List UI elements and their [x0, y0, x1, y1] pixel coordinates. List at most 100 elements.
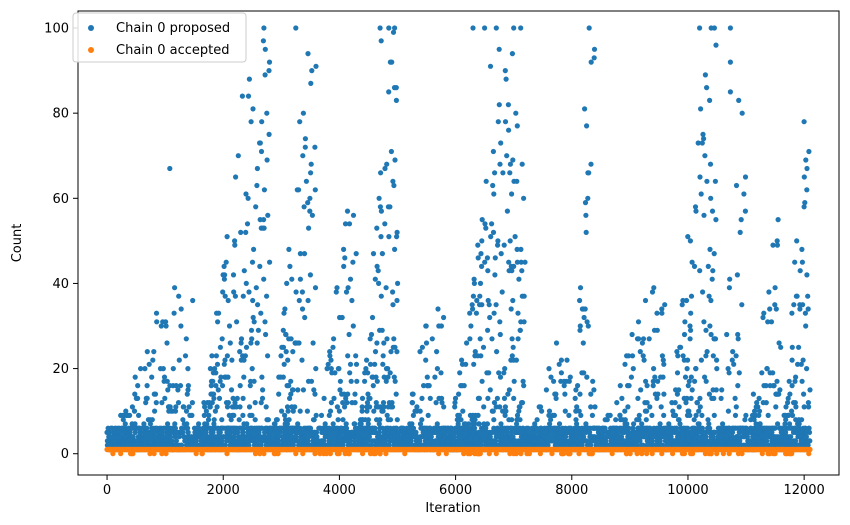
proposed-point: [509, 417, 515, 423]
proposed-point: [417, 408, 423, 414]
proposed-point: [651, 366, 657, 372]
proposed-point: [330, 442, 336, 448]
proposed-point: [375, 268, 381, 274]
proposed-point: [773, 404, 779, 410]
proposed-point: [585, 195, 591, 201]
proposed-point: [123, 408, 129, 414]
proposed-point: [677, 421, 683, 427]
proposed-point: [650, 383, 656, 389]
proposed-point: [789, 357, 795, 363]
proposed-point: [259, 374, 265, 380]
proposed-point: [576, 425, 582, 431]
proposed-point: [506, 387, 512, 393]
proposed-point: [132, 429, 138, 435]
proposed-point: [425, 429, 432, 435]
proposed-point: [683, 400, 689, 406]
proposed-point: [577, 327, 583, 333]
proposed-point: [624, 421, 630, 427]
proposed-point: [234, 319, 240, 325]
proposed-point: [452, 400, 458, 406]
proposed-point: [141, 421, 147, 427]
proposed-point: [471, 280, 477, 286]
proposed-point: [143, 400, 149, 406]
proposed-point: [706, 391, 713, 397]
proposed-point: [513, 357, 520, 363]
proposed-point: [264, 157, 270, 163]
proposed-point: [115, 425, 121, 431]
proposed-point: [178, 323, 184, 329]
proposed-point: [732, 395, 738, 401]
proposed-point: [364, 357, 370, 363]
proposed-point: [392, 246, 398, 252]
proposed-point: [493, 438, 499, 444]
proposed-point: [797, 306, 803, 312]
proposed-point: [686, 408, 692, 414]
proposed-point: [629, 353, 636, 359]
proposed-point: [262, 46, 268, 52]
proposed-point: [353, 353, 359, 359]
proposed-point: [374, 378, 380, 384]
proposed-point: [789, 310, 795, 316]
proposed-point: [661, 412, 667, 418]
proposed-point: [381, 404, 387, 410]
proposed-point: [288, 434, 294, 440]
proposed-point: [311, 417, 317, 423]
proposed-point: [388, 148, 394, 155]
proposed-point: [308, 170, 314, 176]
proposed-point: [340, 417, 346, 423]
proposed-point: [766, 289, 772, 295]
proposed-point: [417, 349, 423, 355]
proposed-point: [378, 170, 384, 176]
proposed-point: [679, 302, 685, 308]
proposed-point: [475, 412, 481, 418]
proposed-point: [688, 327, 694, 333]
proposed-point: [806, 429, 813, 435]
proposed-point: [514, 421, 520, 427]
proposed-point: [392, 434, 399, 440]
proposed-point: [324, 366, 330, 372]
proposed-point: [688, 374, 694, 380]
proposed-point: [591, 46, 598, 52]
proposed-point: [391, 442, 397, 448]
proposed-point: [582, 106, 588, 112]
proposed-point: [461, 383, 467, 389]
proposed-point: [254, 165, 260, 172]
proposed-point: [239, 438, 245, 444]
proposed-point: [365, 370, 371, 376]
proposed-point: [307, 195, 313, 201]
proposed-point: [380, 400, 387, 406]
proposed-point: [307, 208, 313, 214]
proposed-point: [369, 314, 376, 321]
proposed-point: [708, 331, 714, 338]
proposed-point: [250, 106, 256, 112]
proposed-point: [247, 383, 253, 389]
proposed-point: [434, 442, 440, 448]
proposed-point: [792, 259, 798, 265]
proposed-point: [144, 434, 151, 440]
proposed-point: [203, 408, 209, 414]
proposed-point: [222, 442, 228, 448]
proposed-point: [658, 442, 664, 448]
proposed-point: [240, 395, 246, 401]
proposed-point: [426, 383, 432, 389]
proposed-point: [381, 374, 387, 380]
proposed-point: [486, 370, 492, 376]
proposed-point: [708, 195, 714, 201]
proposed-point: [379, 327, 385, 333]
proposed-point: [321, 395, 327, 401]
proposed-point: [327, 349, 333, 355]
proposed-point: [136, 412, 142, 418]
proposed-point: [676, 387, 682, 393]
proposed-point: [392, 344, 398, 350]
proposed-point: [491, 417, 497, 423]
proposed-point: [237, 349, 243, 355]
proposed-point: [511, 263, 517, 269]
proposed-point: [413, 429, 419, 435]
proposed-point: [637, 438, 643, 444]
proposed-point: [464, 425, 470, 431]
proposed-point: [575, 383, 581, 389]
proposed-point: [660, 357, 666, 363]
proposed-point: [564, 357, 570, 363]
proposed-point: [519, 400, 526, 406]
proposed-point: [423, 323, 429, 329]
